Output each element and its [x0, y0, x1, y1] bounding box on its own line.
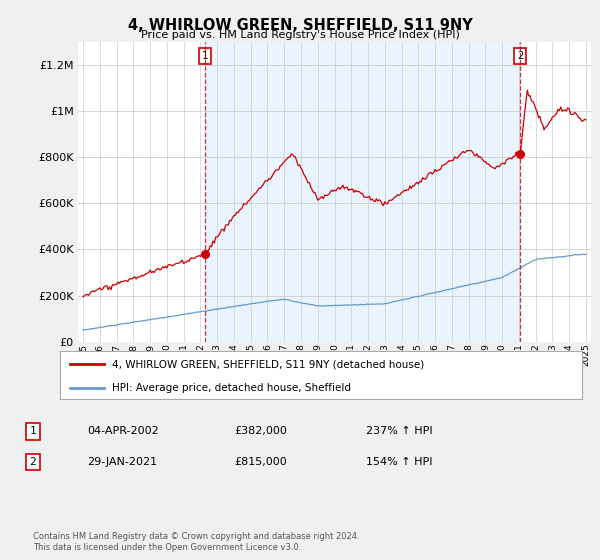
- Text: 2: 2: [517, 51, 523, 61]
- Bar: [205, 42, 520, 342]
- Text: 154% ↑ HPI: 154% ↑ HPI: [366, 457, 433, 467]
- Text: Contains HM Land Registry data © Crown copyright and database right 2024.
This d: Contains HM Land Registry data © Crown c…: [33, 532, 359, 552]
- Text: 04-APR-2002: 04-APR-2002: [87, 426, 159, 436]
- Text: HPI: Average price, detached house, Sheffield: HPI: Average price, detached house, Shef…: [112, 383, 351, 393]
- Text: Price paid vs. HM Land Registry's House Price Index (HPI): Price paid vs. HM Land Registry's House …: [140, 30, 460, 40]
- Text: 237% ↑ HPI: 237% ↑ HPI: [366, 426, 433, 436]
- Text: 1: 1: [29, 426, 37, 436]
- Text: 1: 1: [202, 51, 208, 61]
- Text: 4, WHIRLOW GREEN, SHEFFIELD, S11 9NY (detached house): 4, WHIRLOW GREEN, SHEFFIELD, S11 9NY (de…: [112, 360, 424, 370]
- Text: 2: 2: [29, 457, 37, 467]
- Text: £382,000: £382,000: [234, 426, 287, 436]
- Text: £815,000: £815,000: [234, 457, 287, 467]
- Text: 29-JAN-2021: 29-JAN-2021: [87, 457, 157, 467]
- Text: 4, WHIRLOW GREEN, SHEFFIELD, S11 9NY: 4, WHIRLOW GREEN, SHEFFIELD, S11 9NY: [128, 18, 472, 33]
